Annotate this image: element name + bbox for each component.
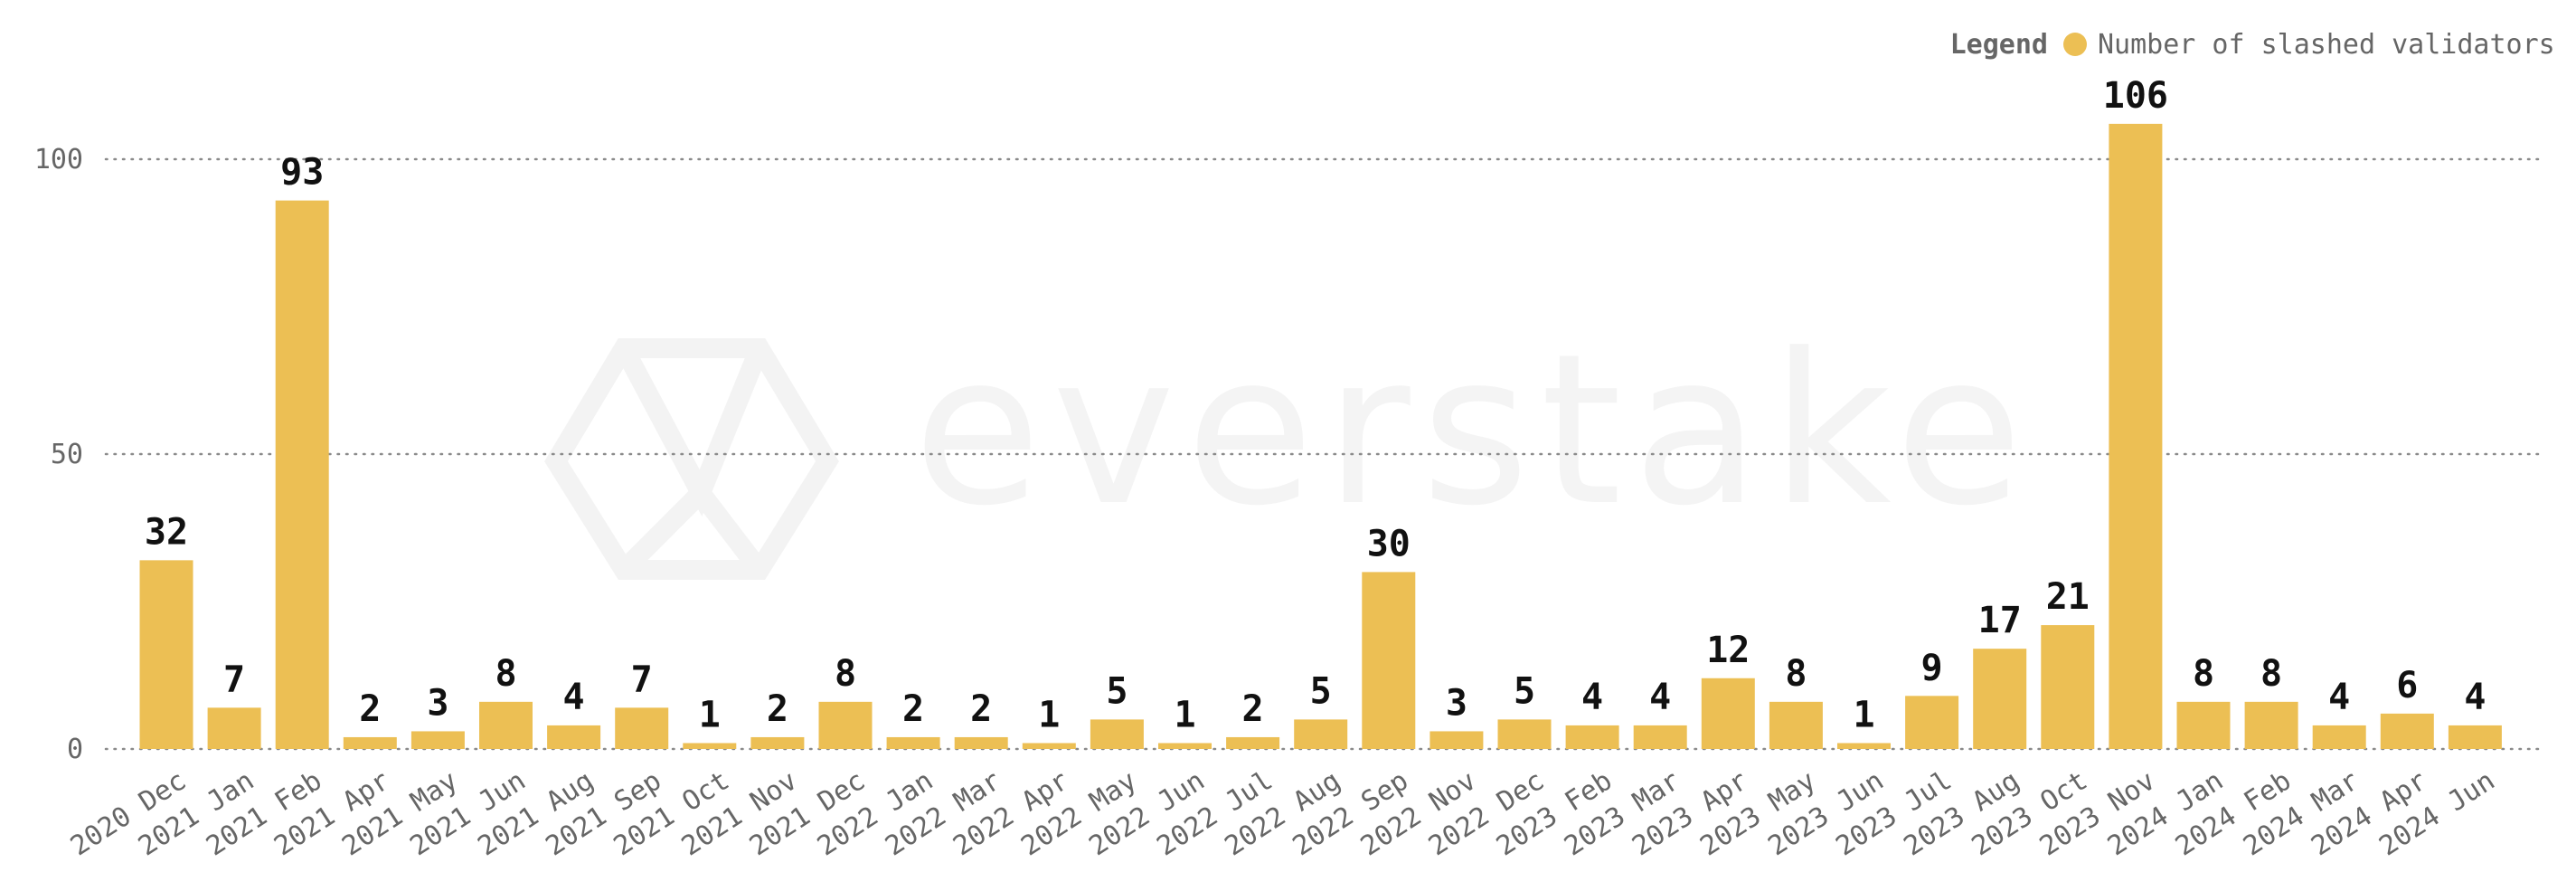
bar (547, 725, 601, 749)
data-label: 4 (2328, 677, 2350, 718)
bar (1837, 743, 1891, 749)
data-label: 9 (1921, 647, 1943, 688)
bar (2176, 701, 2231, 749)
legend-swatch (2063, 33, 2087, 56)
bar (2312, 725, 2366, 749)
bar (479, 701, 533, 749)
bar (2380, 713, 2434, 749)
data-label: 6 (2396, 665, 2418, 706)
bar (683, 743, 737, 749)
data-label: 12 (1706, 630, 1750, 671)
legend: Legend Number of slashed validators (1950, 29, 2555, 61)
bar (2041, 625, 2095, 749)
bar (139, 560, 193, 749)
bar (410, 731, 465, 749)
data-label: 2 (1242, 688, 1264, 730)
data-label: 1 (1038, 694, 1060, 735)
bar (886, 736, 940, 749)
data-label: 8 (2193, 653, 2214, 695)
watermark: everstake (544, 310, 2033, 580)
data-label: 4 (1581, 677, 1603, 718)
bar (1633, 725, 1687, 749)
bar (615, 707, 669, 749)
bar (1497, 719, 1552, 749)
legend-item-label: Number of slashed validators (2098, 29, 2555, 61)
bar (1294, 719, 1348, 749)
bar (2244, 701, 2298, 749)
bar (275, 200, 329, 749)
data-label: 4 (563, 677, 585, 718)
bar (1022, 743, 1076, 749)
data-label: 1 (1174, 694, 1195, 735)
data-label: 3 (1446, 682, 1467, 724)
data-label: 8 (495, 653, 516, 695)
data-label: 8 (835, 653, 856, 695)
data-label: 1 (1853, 694, 1874, 735)
bar (2109, 123, 2163, 749)
bar (207, 707, 261, 749)
bar (1905, 696, 1959, 749)
bar (1701, 678, 1755, 749)
bar (1430, 731, 1484, 749)
bar (1158, 743, 1212, 749)
data-label: 4 (2464, 677, 2486, 718)
y-tick-label: 50 (51, 439, 83, 470)
y-tick-label: 100 (34, 144, 83, 175)
bar (1226, 736, 1280, 749)
watermark-text: everstake (913, 310, 2033, 552)
data-label: 2 (902, 688, 924, 730)
bar (1973, 649, 2027, 749)
bar (2448, 725, 2502, 749)
data-label: 5 (1310, 670, 1332, 712)
data-label: 7 (631, 659, 653, 700)
data-label: 30 (1367, 523, 1411, 564)
data-label: 4 (1649, 677, 1671, 718)
data-label: 8 (2260, 653, 2282, 695)
bar (1565, 725, 1619, 749)
data-label: 5 (1106, 670, 1128, 712)
bar (750, 736, 805, 749)
data-label: 32 (145, 511, 188, 553)
data-label: 1 (699, 694, 721, 735)
data-label: 106 (2103, 75, 2168, 117)
data-label: 93 (280, 152, 324, 194)
bar (818, 701, 873, 749)
data-label: 17 (1978, 600, 2022, 641)
data-label: 2 (767, 688, 788, 730)
data-label: 3 (427, 682, 448, 724)
bar (1362, 572, 1416, 749)
data-label: 5 (1514, 670, 1535, 712)
data-label: 8 (1785, 653, 1807, 695)
bars (139, 123, 2502, 749)
y-axis: 0 50 100 (34, 144, 83, 765)
legend-title: Legend (1950, 29, 2048, 61)
data-label: 21 (2046, 576, 2090, 618)
y-tick-label: 0 (67, 734, 83, 765)
data-label: 2 (359, 688, 381, 730)
watermark-logo-icon (544, 338, 839, 580)
data-label: 2 (970, 688, 992, 730)
bar (343, 736, 397, 749)
bar (1090, 719, 1144, 749)
bar (1769, 701, 1823, 749)
bar (954, 736, 1008, 749)
data-label: 7 (223, 659, 245, 700)
